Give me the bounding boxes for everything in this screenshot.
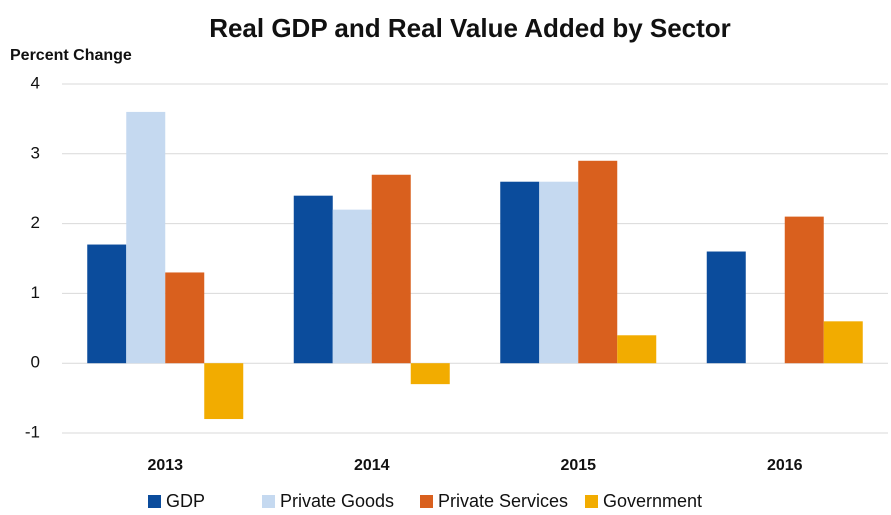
bar [617, 335, 657, 364]
legend-swatch [420, 495, 433, 508]
bar [539, 181, 579, 364]
bar [784, 216, 824, 364]
y-tick-label: 2 [31, 213, 40, 232]
bar [410, 363, 450, 385]
y-tick-label: -1 [25, 422, 40, 441]
bar [165, 272, 205, 364]
chart-title: Real GDP and Real Value Added by Sector [209, 13, 731, 43]
y-axis-label: Percent Change [10, 47, 132, 64]
bar [371, 174, 411, 364]
bar [332, 209, 372, 364]
x-tick-label: 2014 [354, 457, 390, 474]
bar [204, 363, 244, 420]
bar [823, 321, 863, 364]
legend-label: Private Services [438, 491, 568, 511]
x-tick-label: 2016 [767, 457, 803, 474]
y-tick-label: 3 [31, 143, 40, 162]
bar [500, 181, 540, 364]
legend-swatch [262, 495, 275, 508]
legend-label: Government [603, 491, 702, 511]
y-tick-label: 4 [31, 73, 40, 92]
y-tick-label: 0 [31, 353, 40, 372]
bar [293, 195, 333, 364]
x-tick-label: 2013 [147, 457, 183, 474]
bar [87, 244, 127, 364]
x-tick-label: 2015 [560, 457, 596, 474]
legend-label: Private Goods [280, 491, 394, 511]
bar [578, 160, 618, 364]
legend-label: GDP [166, 491, 205, 511]
legend-swatch [148, 495, 161, 508]
bar [706, 251, 746, 364]
bar [126, 111, 166, 364]
legend-swatch [585, 495, 598, 508]
y-tick-label: 1 [31, 283, 40, 302]
